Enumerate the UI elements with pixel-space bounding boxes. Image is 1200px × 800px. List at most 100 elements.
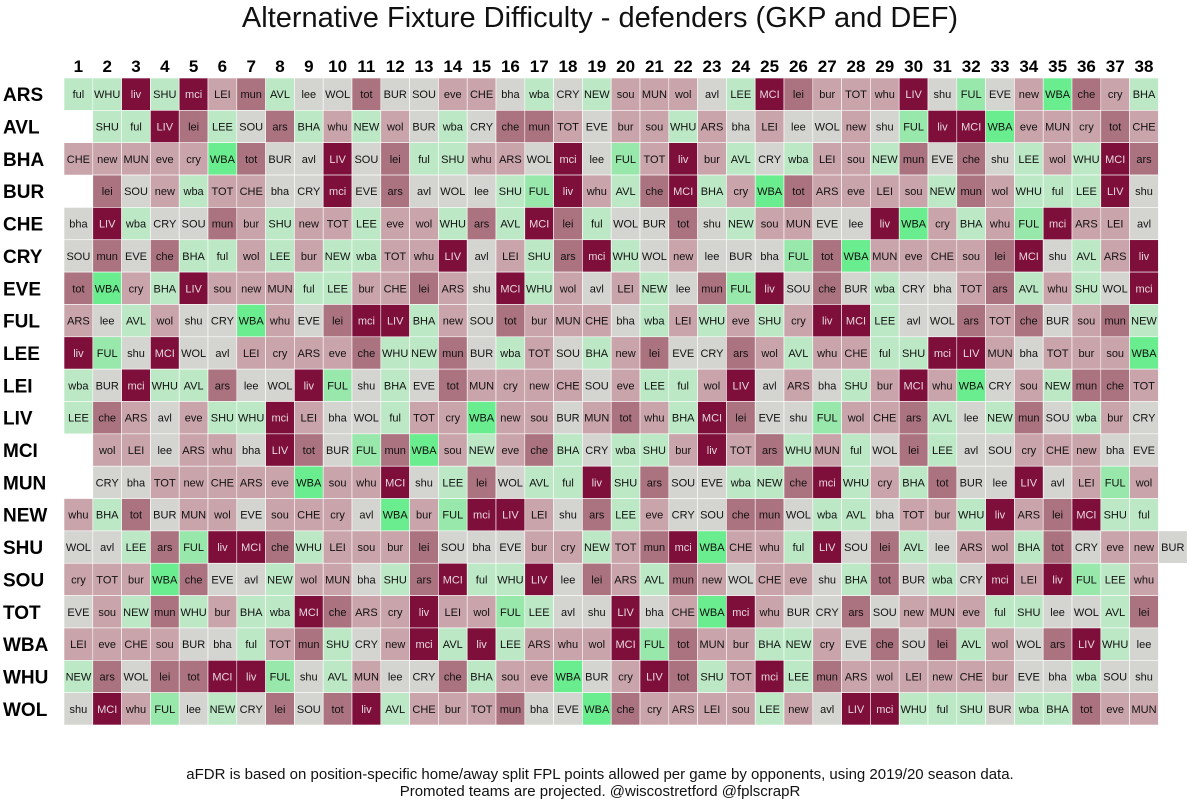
cell-label: LEI bbox=[819, 154, 836, 166]
cell-label: WBA bbox=[699, 542, 725, 554]
heatmap-cell bbox=[812, 562, 842, 596]
cell-label: tot bbox=[130, 510, 142, 522]
cell-label: ARS bbox=[67, 316, 90, 328]
heatmap-cell bbox=[783, 498, 814, 532]
cell-label: WOL bbox=[872, 445, 897, 457]
heatmap-cell bbox=[495, 530, 526, 564]
cell-label: LEI bbox=[1021, 574, 1038, 586]
heatmap-cell bbox=[783, 207, 814, 241]
cell-label: mci bbox=[329, 186, 346, 198]
cell-label: whu bbox=[586, 186, 607, 198]
cell-label: MCI bbox=[760, 89, 780, 101]
heatmap-cell bbox=[438, 692, 468, 726]
cell-label: LEE bbox=[270, 251, 291, 263]
cell-label: ARS bbox=[1017, 510, 1040, 522]
team-label-shu: SHU bbox=[3, 538, 43, 559]
heatmap-cell bbox=[582, 336, 612, 370]
cell-label: liv bbox=[1052, 574, 1063, 586]
heatmap-cell bbox=[236, 562, 266, 596]
cell-label: NEW bbox=[66, 672, 92, 684]
cell-label: MCI bbox=[529, 219, 549, 231]
cell-label: ful bbox=[937, 704, 949, 716]
heatmap-cell bbox=[1042, 77, 1073, 111]
heatmap-cell bbox=[265, 110, 295, 143]
cell-label: WOL bbox=[930, 316, 955, 328]
heatmap-cell bbox=[668, 207, 698, 241]
cell-label: bha bbox=[472, 542, 491, 554]
cell-label: bha bbox=[760, 251, 779, 263]
cell-label: eve bbox=[732, 316, 750, 328]
heatmap-cell bbox=[524, 659, 554, 693]
cell-label: WBA bbox=[1131, 348, 1157, 360]
heatmap-cell bbox=[1071, 110, 1102, 143]
heatmap-cell bbox=[1129, 562, 1159, 596]
cell-label: AVL bbox=[184, 380, 204, 392]
cell-label: mun bbox=[154, 607, 175, 619]
cell-label: ARS bbox=[845, 672, 868, 684]
cell-label: AVL bbox=[529, 477, 549, 489]
gameweek-header-33: 33 bbox=[991, 57, 1010, 76]
cell-label: mci bbox=[358, 316, 375, 328]
heatmap-cell bbox=[294, 336, 324, 370]
heatmap-cell bbox=[1129, 433, 1159, 467]
cell-label: ful bbox=[994, 607, 1006, 619]
cell-label: whu bbox=[643, 413, 664, 425]
cell-label: lee bbox=[705, 251, 720, 263]
heatmap-cell bbox=[207, 401, 238, 435]
cell-label: NEW bbox=[267, 574, 293, 586]
cell-label: new bbox=[443, 316, 463, 328]
cell-label: CRY bbox=[355, 639, 379, 651]
cell-label: BUR bbox=[1161, 542, 1184, 554]
cell-label: mci bbox=[473, 510, 490, 522]
cell-label: WBA bbox=[757, 186, 783, 198]
cell-label: liv bbox=[678, 154, 689, 166]
cell-label: BUR bbox=[729, 251, 752, 263]
cell-label: lee bbox=[676, 283, 691, 295]
cell-label: lee bbox=[1137, 639, 1152, 651]
cell-label: avl bbox=[561, 607, 575, 619]
cell-label: CHE bbox=[585, 316, 608, 328]
cell-label: lee bbox=[301, 89, 316, 101]
gameweek-header-34: 34 bbox=[1019, 57, 1038, 76]
cell-label: shu bbox=[473, 283, 491, 295]
cell-label: bur bbox=[877, 380, 893, 392]
heatmap-cell bbox=[610, 304, 641, 338]
heatmap-cell bbox=[495, 142, 526, 176]
gameweek-header-27: 27 bbox=[818, 57, 837, 76]
heatmap-cell bbox=[1100, 174, 1130, 208]
cell-label: tot bbox=[187, 672, 199, 684]
cell-label: LIV bbox=[1107, 186, 1124, 198]
cell-label: BUR bbox=[326, 445, 349, 457]
heatmap-cell bbox=[1042, 110, 1073, 143]
cell-label: CHE bbox=[470, 89, 493, 101]
cell-label: liv bbox=[592, 477, 603, 489]
heatmap-cell bbox=[351, 142, 382, 176]
heatmap-cell bbox=[150, 336, 180, 370]
heatmap-cell bbox=[294, 627, 324, 661]
cell-label: eve bbox=[1020, 122, 1038, 134]
cell-label: avl bbox=[475, 251, 489, 263]
cell-label: EVE bbox=[413, 380, 435, 392]
cell-label: EVE bbox=[845, 639, 867, 651]
heatmap-cell bbox=[1129, 465, 1159, 499]
cell-label: SOU bbox=[988, 445, 1012, 457]
heatmap-cell bbox=[351, 595, 382, 629]
heatmap-cell bbox=[726, 271, 756, 305]
heatmap-cell bbox=[841, 110, 871, 143]
cell-label: lee bbox=[935, 542, 950, 554]
cell-label: LEI bbox=[704, 704, 721, 716]
cell-label: WOL bbox=[325, 89, 350, 101]
heatmap-cell bbox=[150, 530, 180, 564]
cell-label: mci bbox=[732, 607, 749, 619]
cell-label: che bbox=[818, 283, 836, 295]
cell-label: WHU bbox=[180, 607, 206, 619]
cell-label: BHA bbox=[96, 510, 119, 522]
cell-label: bha bbox=[357, 574, 376, 586]
heatmap-cell bbox=[524, 433, 554, 467]
cell-label: SHU bbox=[499, 186, 522, 198]
cell-label: LIV bbox=[157, 122, 174, 134]
cell-label: tot bbox=[677, 672, 689, 684]
cell-label: wol bbox=[703, 380, 721, 392]
heatmap-cell bbox=[322, 401, 353, 435]
cell-label: eve bbox=[502, 445, 520, 457]
